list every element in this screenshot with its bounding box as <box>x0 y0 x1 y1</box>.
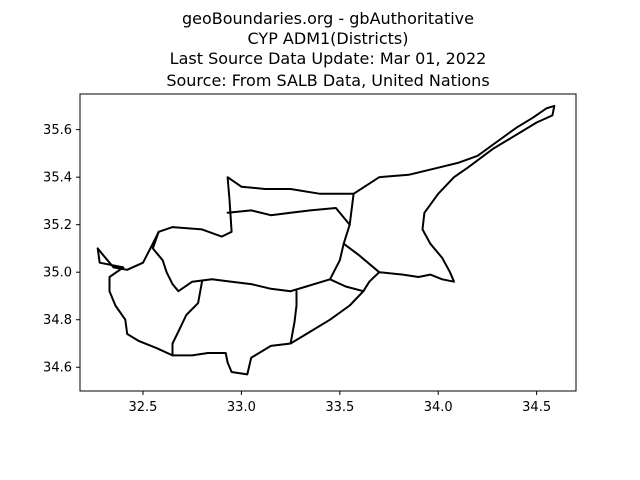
plot-frame <box>79 93 577 392</box>
x-axis: 32.5 33.0 33.5 34.0 34.5 <box>129 391 551 415</box>
y-axis: 34.6 34.8 35.0 35.2 35.4 35.6 <box>43 123 80 376</box>
y-tick-label: 35.2 <box>43 218 72 233</box>
title: geoBoundaries.org - gbAuthoritative CYP … <box>166 9 489 90</box>
x-tick-label: 33.5 <box>325 400 354 415</box>
title-line-4: Source: From SALB Data, United Nations <box>166 71 489 90</box>
x-tick-label: 33.0 <box>227 400 256 415</box>
district-border <box>329 278 365 293</box>
island-outline <box>96 104 556 376</box>
map-layer <box>96 104 556 376</box>
district-border <box>226 207 351 226</box>
title-line-3: Last Source Data Update: Mar 01, 2022 <box>170 49 487 68</box>
title-line-2: CYP ADM1(Districts) <box>248 29 409 48</box>
y-tick-label: 34.6 <box>43 361 72 376</box>
district-border <box>171 280 203 357</box>
y-tick-label: 35.6 <box>43 123 72 138</box>
x-tick-label: 34.0 <box>424 400 453 415</box>
district-border <box>342 242 381 274</box>
y-tick-label: 34.8 <box>43 313 72 328</box>
district-border <box>289 290 298 345</box>
x-tick-label: 32.5 <box>129 400 158 415</box>
y-tick-label: 35.4 <box>43 171 72 186</box>
y-tick-label: 35.0 <box>43 266 72 281</box>
title-line-1: geoBoundaries.org - gbAuthoritative <box>182 9 474 28</box>
district-border <box>151 192 355 293</box>
x-tick-label: 34.5 <box>522 400 551 415</box>
